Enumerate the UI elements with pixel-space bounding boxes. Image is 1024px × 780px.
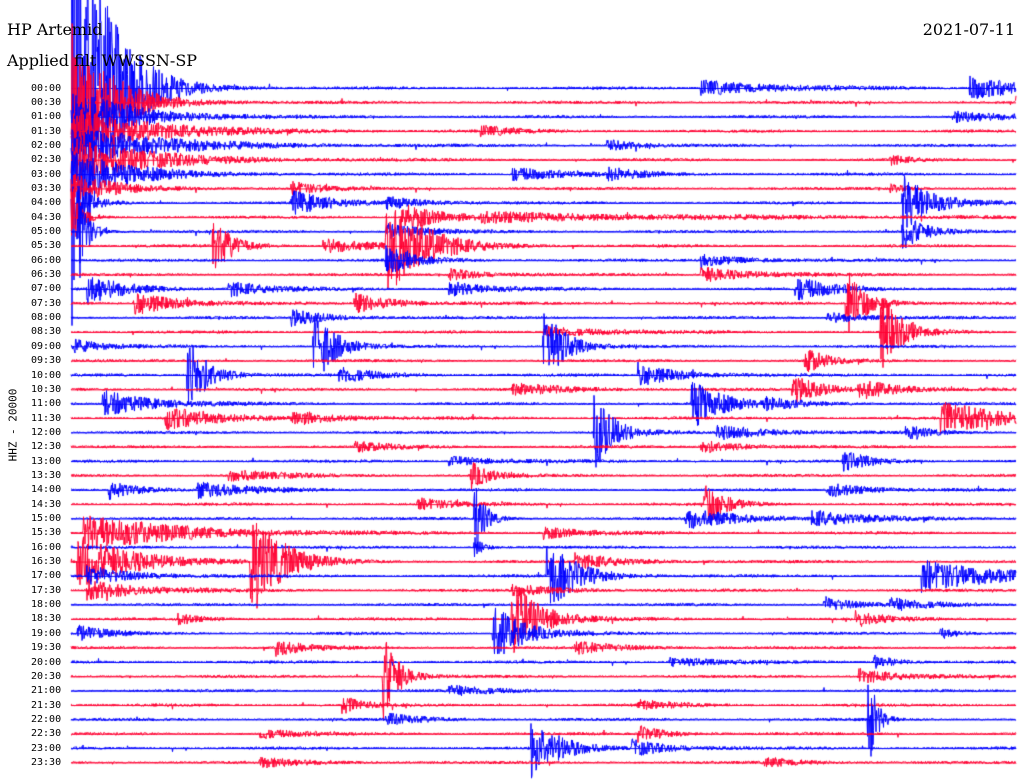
time-label: 13:30 — [31, 469, 62, 481]
time-label: 15:30 — [31, 527, 62, 539]
time-label: 04:30 — [31, 211, 62, 223]
time-label: 17:00 — [31, 570, 62, 582]
time-label: 10:30 — [31, 383, 62, 395]
time-label: 00:30 — [31, 96, 62, 108]
time-label: 11:00 — [31, 398, 62, 410]
time-label: 19:00 — [31, 627, 62, 639]
time-label: 12:00 — [31, 426, 62, 438]
time-label: 16:30 — [31, 556, 62, 567]
time-label: 16:00 — [31, 541, 62, 553]
time-label: 03:30 — [31, 182, 62, 194]
time-label: 09:30 — [31, 355, 62, 367]
time-label: 14:00 — [31, 484, 62, 496]
time-label: 03:00 — [31, 168, 62, 180]
time-label: 11:30 — [31, 412, 62, 424]
time-label: 01:00 — [31, 111, 62, 123]
time-label: 10:00 — [31, 369, 62, 381]
time-label: 05:00 — [31, 226, 62, 237]
time-label: 19:30 — [31, 642, 62, 654]
channel-label: HHZ - 20000 — [6, 388, 20, 462]
time-label: 21:30 — [31, 699, 62, 711]
time-label: 18:00 — [31, 599, 62, 611]
time-label: 07:00 — [31, 283, 62, 295]
station-title: HP Artemid — [7, 20, 103, 39]
time-label: 17:30 — [31, 584, 62, 596]
time-label: 08:00 — [31, 312, 62, 324]
time-label: 22:00 — [31, 713, 62, 725]
time-label: 09:00 — [31, 340, 62, 352]
time-label: 05:30 — [31, 240, 62, 252]
filter-line: Applied filt WWSSN-SP — [7, 51, 197, 70]
time-label: 22:30 — [31, 728, 62, 740]
time-label: 21:00 — [31, 685, 62, 697]
time-label: 02:00 — [31, 139, 62, 151]
time-label: 00:00 — [31, 82, 62, 94]
time-label: 01:30 — [31, 125, 62, 137]
time-label: 07:30 — [31, 297, 62, 309]
time-label: 14:30 — [31, 498, 62, 510]
date-label: 2021-07-11 — [922, 20, 1015, 39]
time-label: 23:00 — [31, 742, 62, 754]
time-label: 18:30 — [31, 613, 62, 625]
time-label: 20:30 — [31, 670, 62, 682]
time-label: 13:00 — [31, 455, 62, 467]
time-label: 02:30 — [31, 154, 62, 166]
time-label: 23:30 — [31, 756, 62, 768]
time-label: 12:30 — [31, 441, 62, 453]
time-label: 06:00 — [31, 254, 62, 266]
time-label: 15:00 — [31, 513, 62, 524]
filter-label: Applied filt — [7, 51, 97, 70]
filter-name: WWSSN-SP — [101, 51, 198, 70]
time-label: 04:00 — [31, 197, 62, 209]
time-label: 08:30 — [31, 326, 62, 338]
time-label: 06:30 — [31, 269, 62, 280]
time-label: 20:00 — [31, 656, 62, 668]
